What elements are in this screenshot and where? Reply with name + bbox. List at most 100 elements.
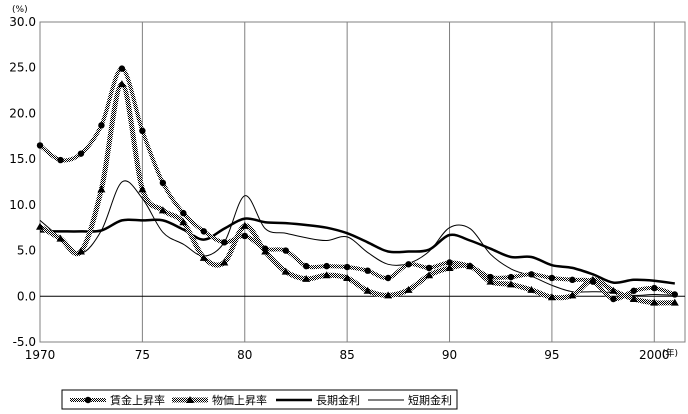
series-dotted-circle (36, 65, 678, 303)
x-unit-label: (年) (662, 347, 678, 359)
data-point-wages (282, 247, 289, 254)
series-line-long-rate (40, 217, 675, 285)
plot-area (39, 21, 686, 343)
legend-item: 長期金利 (276, 393, 360, 407)
legend: 賃金上昇率 物価上昇率 長期金利 短期金利 (61, 389, 458, 410)
y-tick-label: 30.0 (9, 15, 36, 29)
data-point-prices (97, 185, 106, 193)
series-thick (40, 217, 675, 285)
data-point-wages (36, 142, 44, 149)
data-point-prices (158, 206, 167, 214)
data-point-prices (568, 291, 577, 299)
data-point-prices (117, 80, 126, 88)
data-point-prices (527, 285, 536, 293)
data-point-prices (629, 295, 638, 303)
data-point-wages (425, 264, 433, 272)
x-tick-label: 1970 (25, 348, 56, 362)
data-point-wages (323, 262, 330, 270)
series-thin (39, 180, 675, 296)
data-point-wages (630, 287, 638, 294)
data-point-wages (487, 273, 494, 281)
data-point-wages (610, 295, 617, 303)
series-line-short-rate (39, 180, 675, 296)
data-point-wages (118, 65, 126, 72)
data-point-wages (98, 122, 105, 129)
data-point-prices (343, 274, 352, 281)
data-point-wages (262, 245, 269, 252)
data-point-prices (36, 222, 44, 230)
y-tick-label: -5.0 (13, 335, 36, 349)
data-point-prices (670, 298, 679, 306)
y-tick-label: 20.0 (9, 106, 36, 120)
data-point-prices (138, 185, 147, 193)
data-point-prices (609, 286, 618, 294)
legend-label: 賃金上昇率 (110, 393, 165, 407)
legend-marker-prices (186, 396, 194, 403)
x-tick-label: 90 (442, 348, 457, 362)
data-point-prices (240, 221, 249, 229)
data-point-prices (179, 218, 188, 226)
data-point-wages (405, 261, 412, 268)
data-point-wages (159, 179, 167, 187)
data-point-prices (76, 247, 85, 255)
data-point-wages (507, 273, 515, 281)
data-point-prices (404, 285, 413, 293)
data-point-prices (363, 286, 372, 294)
x-tick-label: 75 (135, 348, 150, 362)
data-point-wages (466, 262, 474, 270)
data-point-wages (180, 209, 187, 217)
data-point-wages (548, 274, 556, 282)
data-point-prices (281, 267, 290, 275)
data-point-prices (506, 280, 515, 288)
legend-label: 長期金利 (316, 393, 360, 407)
data-point-prices (220, 258, 229, 266)
legend-label: 物価上昇率 (212, 393, 267, 407)
data-point-wages (241, 232, 248, 240)
legend-item: 短期金利 (368, 393, 452, 407)
data-point-prices (384, 291, 393, 299)
data-point-wages (446, 259, 453, 266)
data-point-prices (486, 277, 495, 285)
data-point-wages (671, 291, 678, 298)
data-point-prices (445, 263, 454, 271)
legend-label: 短期金利 (408, 393, 452, 407)
data-point-wages (384, 274, 392, 282)
data-point-wages (651, 284, 658, 292)
data-point-wages (569, 276, 576, 284)
data-point-prices (302, 274, 311, 282)
legend-box (61, 389, 458, 410)
data-point-wages (528, 271, 535, 278)
data-point-wages (139, 127, 146, 134)
series-layer (36, 65, 679, 306)
data-point-wages (343, 263, 351, 271)
data-point-prices (56, 234, 65, 242)
y-tick-label: 5.0 (17, 244, 36, 258)
legend-item: 物価上昇率 (172, 393, 267, 407)
data-point-wages (589, 278, 597, 285)
y-tick-label: 0.0 (17, 289, 36, 303)
legend-item: 賃金上昇率 (70, 393, 165, 407)
y-tick-label: 25.0 (9, 61, 36, 75)
y-unit-label: (%) (12, 5, 28, 15)
plot-frame (39, 21, 686, 343)
x-tick-label: 85 (340, 348, 355, 362)
data-point-wages (77, 150, 85, 157)
data-point-prices (650, 298, 659, 306)
y-tick-label: 15.0 (9, 152, 36, 166)
data-point-wages (221, 239, 228, 246)
x-tick-label: 2000 (639, 348, 670, 362)
data-point-wages (200, 228, 208, 235)
grid-lines (141, 22, 655, 342)
x-tick-label: 95 (544, 348, 559, 362)
data-point-prices (547, 293, 556, 301)
data-point-wages (364, 267, 371, 274)
data-point-prices (425, 271, 434, 279)
data-point-prices (199, 253, 208, 261)
y-tick-label: 10.0 (9, 198, 36, 212)
data-point-wages (302, 262, 310, 270)
legend-marker-wages (84, 396, 92, 404)
data-point-prices (322, 271, 331, 279)
x-tick-label: 80 (237, 348, 252, 362)
